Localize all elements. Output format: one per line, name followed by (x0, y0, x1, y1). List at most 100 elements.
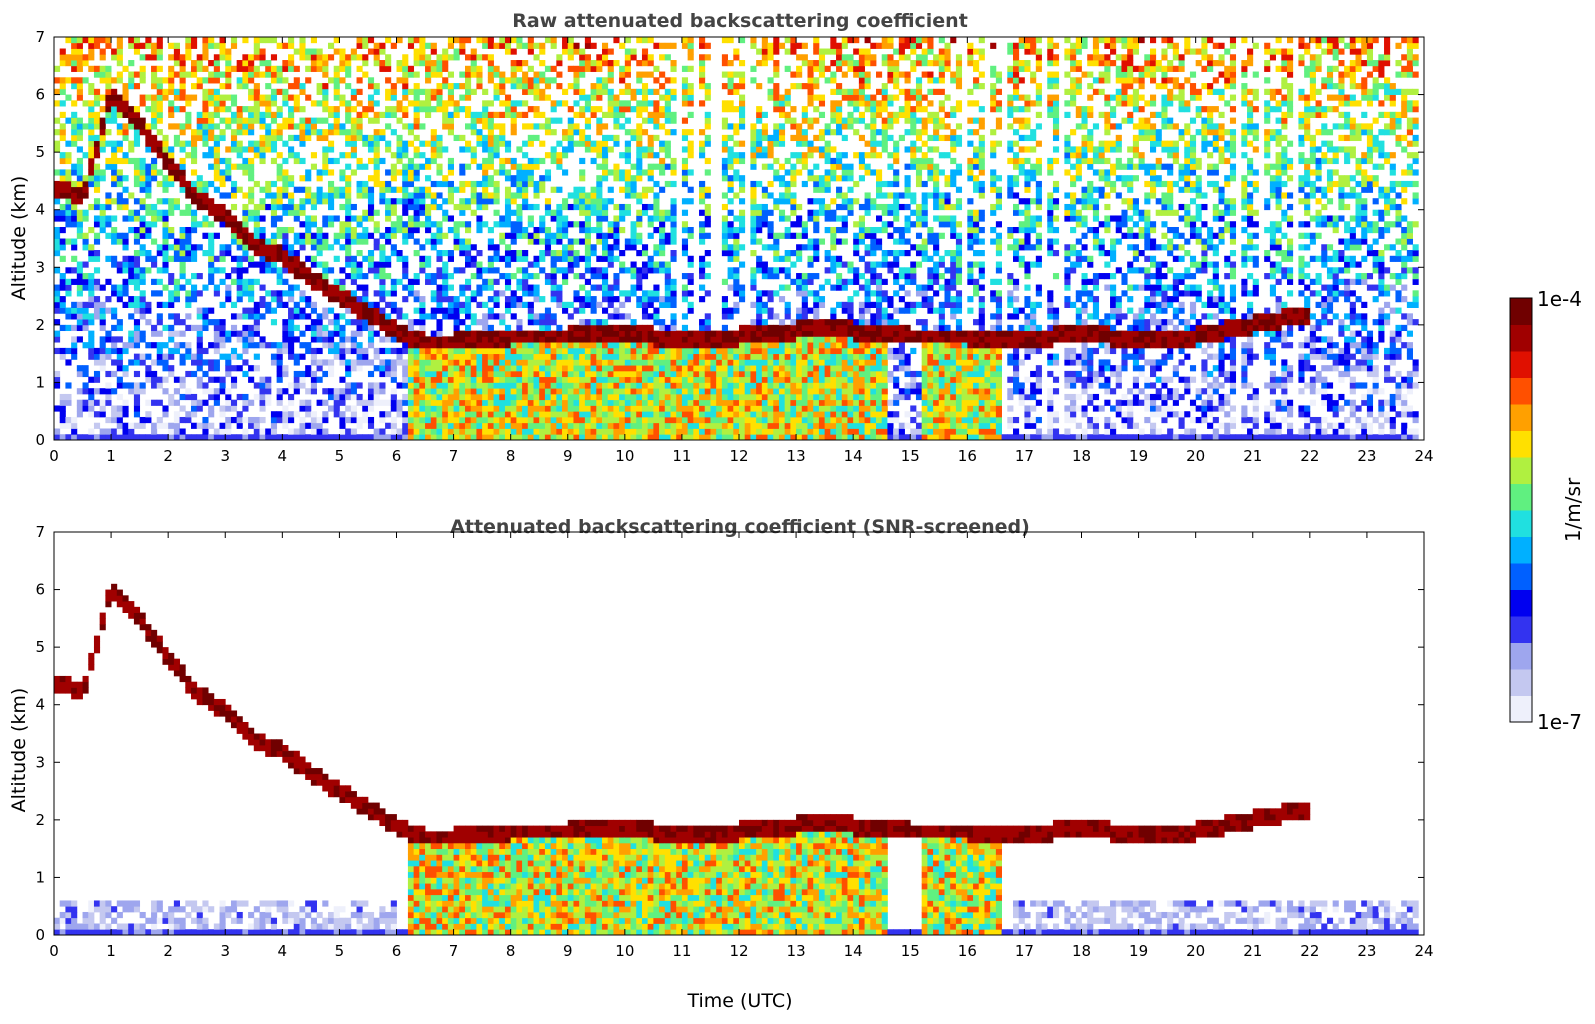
raw-heatmap-cell (356, 215, 363, 222)
raw-heatmap-cell (619, 100, 626, 107)
raw-heatmap-cell (710, 411, 717, 418)
raw-heatmap-cell (579, 106, 586, 113)
raw-heatmap-cell (236, 353, 243, 360)
raw-heatmap-cell (293, 428, 300, 435)
raw-heatmap-cell (504, 48, 512, 55)
raw-heatmap-cell (653, 111, 660, 118)
raw-heatmap-cell (619, 416, 626, 424)
raw-heatmap-cell (602, 134, 609, 142)
raw-heatmap-cell (345, 192, 352, 199)
raw-heatmap-cell (202, 192, 209, 199)
raw-heatmap-cell (116, 405, 123, 412)
raw-heatmap-cell (230, 146, 238, 153)
raw-heatmap-cell (65, 267, 72, 274)
raw-heatmap-cell (613, 215, 620, 222)
raw-heatmap-cell (139, 71, 146, 78)
raw-heatmap-cell (567, 405, 574, 412)
raw-heatmap-cell (596, 215, 603, 222)
raw-heatmap-cell (636, 336, 643, 343)
raw-heatmap-cell (54, 140, 61, 147)
raw-heatmap-cell (322, 163, 329, 170)
raw-heatmap-cell (447, 88, 454, 95)
raw-heatmap-cell (453, 422, 460, 429)
raw-heatmap-cell (573, 324, 580, 332)
raw-heatmap-cell (122, 347, 129, 355)
raw-heatmap-cell (550, 215, 557, 222)
raw-heatmap-cell (139, 434, 146, 441)
raw-heatmap-cell (93, 215, 101, 222)
raw-heatmap-cell (636, 111, 643, 118)
raw-heatmap-cell (82, 365, 89, 372)
raw-heatmap-cell (88, 319, 95, 326)
raw-heatmap-cell (664, 146, 671, 153)
raw-heatmap-cell (407, 169, 415, 176)
raw-heatmap-cell (630, 94, 637, 101)
raw-heatmap-cell (116, 336, 123, 343)
raw-heatmap-cell (116, 123, 123, 130)
raw-heatmap-cell (482, 198, 489, 205)
raw-heatmap-cell (425, 186, 432, 193)
raw-heatmap-cell (230, 324, 238, 332)
raw-heatmap-cell (659, 382, 666, 389)
raw-heatmap-cell (116, 296, 123, 303)
raw-heatmap-cell (596, 180, 603, 188)
raw-heatmap-cell (636, 342, 643, 349)
raw-heatmap-cell (396, 278, 403, 285)
raw-heatmap-cell (385, 359, 392, 366)
raw-heatmap-cell (236, 221, 243, 228)
raw-heatmap-cell (230, 301, 238, 308)
raw-heatmap-cell (584, 290, 591, 297)
raw-heatmap-cell (522, 273, 529, 280)
raw-heatmap-cell (328, 284, 335, 291)
raw-heatmap-cell (704, 261, 711, 268)
raw-heatmap-cell (527, 313, 534, 320)
raw-heatmap-cell (196, 290, 203, 297)
raw-heatmap-cell (71, 60, 78, 67)
raw-heatmap-cell (139, 267, 146, 274)
raw-heatmap-cell (133, 134, 141, 142)
raw-heatmap-cell (156, 37, 163, 44)
raw-heatmap-cell (567, 376, 574, 383)
raw-heatmap-cell (362, 255, 369, 262)
raw-heatmap-cell (681, 221, 689, 228)
raw-heatmap-cell (185, 48, 192, 55)
raw-heatmap-cell (567, 221, 574, 228)
raw-heatmap-cell (322, 192, 329, 199)
raw-heatmap-cell (54, 65, 61, 72)
raw-heatmap-cell (664, 117, 671, 124)
raw-heatmap-cell (213, 209, 220, 216)
raw-heatmap-cell (248, 111, 255, 118)
raw-heatmap-cell (710, 353, 717, 360)
raw-heatmap-cell (584, 209, 591, 216)
raw-heatmap-cell (516, 192, 523, 199)
raw-heatmap-cell (219, 342, 226, 349)
raw-heatmap-cell (122, 342, 129, 349)
raw-heatmap-cell (208, 359, 215, 366)
raw-heatmap-cell (225, 296, 232, 303)
raw-heatmap-cell (276, 232, 283, 239)
raw-heatmap-cell (573, 411, 580, 418)
raw-heatmap-cell (704, 83, 711, 90)
raw-heatmap-cell (93, 284, 101, 291)
raw-heatmap-cell (681, 100, 689, 107)
raw-heatmap-cell (579, 209, 586, 216)
raw-heatmap-cell (413, 376, 420, 383)
raw-heatmap-cell (510, 175, 517, 182)
raw-heatmap-cell (185, 255, 192, 262)
raw-heatmap-cell (550, 411, 557, 418)
raw-heatmap-cell (88, 376, 95, 383)
raw-heatmap-cell (345, 209, 352, 216)
raw-heatmap-cell (202, 428, 209, 435)
raw-heatmap-cell (253, 88, 260, 95)
raw-heatmap-cell (681, 77, 689, 84)
raw-heatmap-cell (562, 393, 569, 401)
raw-heatmap-cell (562, 226, 569, 234)
raw-heatmap-cell (242, 342, 249, 349)
raw-heatmap-cell (681, 336, 689, 343)
raw-heatmap-cell (624, 186, 631, 193)
raw-heatmap-cell (208, 209, 215, 216)
raw-heatmap-cell (596, 198, 603, 205)
raw-heatmap-cell (407, 330, 415, 337)
raw-heatmap-cell (65, 180, 72, 188)
raw-heatmap-cell (670, 388, 677, 395)
